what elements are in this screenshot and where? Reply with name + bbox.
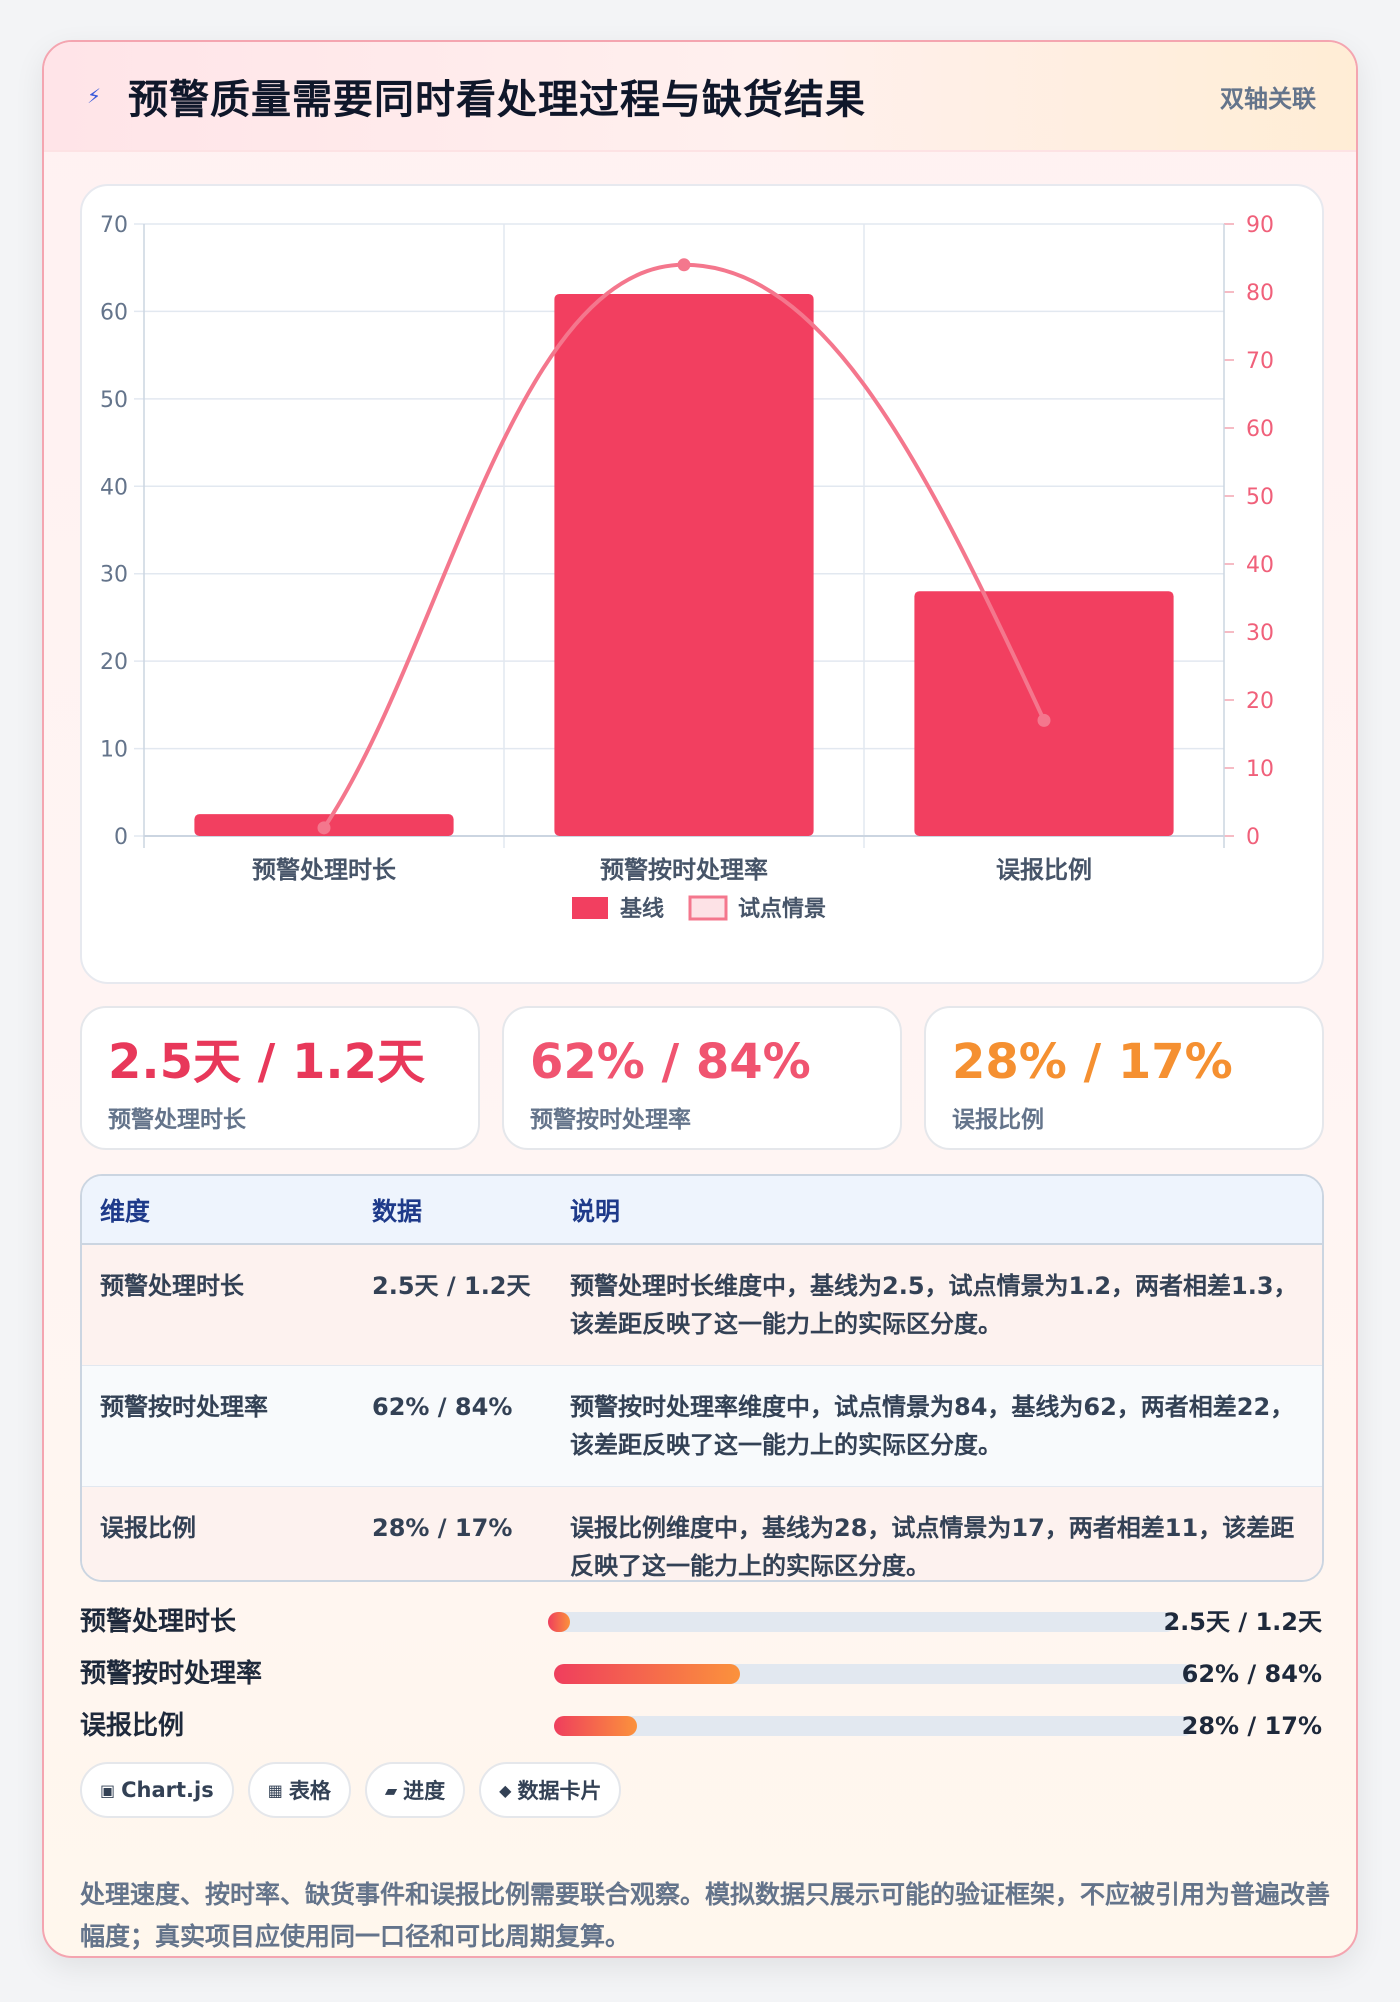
x-tick-label: 预警按时处理率: [600, 856, 768, 884]
report-card: ⚡ 预警质量需要同时看处理过程与缺货结果 双轴关联 0 10 20 30 40 50 60 7…: [42, 40, 1358, 1958]
y-right-tick-label: 70: [1246, 349, 1274, 374]
cell-dimension: 预警处理时长: [82, 1243, 354, 1366]
page-title: 预警质量需要同时看处理过程与缺货结果: [128, 77, 866, 123]
cell-data: 2.5天 / 1.2天: [354, 1243, 552, 1366]
table-icon: ▦: [267, 1780, 283, 1800]
y-right-tick-label: 80: [1246, 281, 1274, 306]
cell-dimension: 预警按时处理率: [82, 1365, 354, 1487]
stat-card-duration: 2.5天 / 1.2天 预警处理时长: [80, 1006, 480, 1150]
y-left-tick-label: 70: [100, 213, 128, 238]
data-table: 维度 数据 说明 预警处理时长 2.5天 / 1.2天 预警处理时长维度中，基线…: [80, 1174, 1324, 1582]
table-header-row: 维度 数据 说明: [82, 1176, 1322, 1245]
table-row: 误报比例 28% / 17% 误报比例维度中，基线为28，试点情景为17，两者相…: [82, 1486, 1322, 1580]
cell-desc: 误报比例维度中，基线为28，试点情景为17，两者相差11，该差距反映了这一能力上…: [552, 1486, 1322, 1580]
tag-data-card[interactable]: ◆ 数据卡片: [479, 1762, 622, 1818]
stat-card-false-alarm: 28% / 17% 误报比例: [924, 1006, 1324, 1150]
tag-label: 表格: [288, 1779, 331, 1803]
bar: [914, 591, 1174, 836]
y-right-tick-label: 30: [1246, 621, 1274, 646]
stat-cards: 2.5天 / 1.2天 预警处理时长 62% / 84% 预警按时处理率 28%…: [80, 1006, 1324, 1150]
stat-value: 2.5天 / 1.2天: [108, 1034, 426, 1090]
lightning-icon: ⚡: [86, 84, 102, 108]
progress-fill: [548, 1612, 570, 1632]
y-left-tick-label: 50: [100, 388, 128, 413]
progress-icon: ▰: [384, 1780, 398, 1800]
tag-table[interactable]: ▦ 表格: [247, 1762, 351, 1818]
stat-label: 误报比例: [952, 1107, 1044, 1133]
progress-row: 预警处理时长 2.5天 / 1.2天: [80, 1602, 1324, 1642]
progress-value: 62% / 84%: [1181, 1660, 1322, 1688]
diamond-icon: ◆: [499, 1780, 512, 1800]
line-point: [317, 821, 331, 835]
cell-data: 28% / 17%: [354, 1486, 552, 1580]
progress-label: 误报比例: [80, 1711, 185, 1741]
stat-value: 62% / 84%: [530, 1034, 811, 1090]
y-right-tick-label: 20: [1246, 689, 1274, 714]
y-right-tick-label: 90: [1246, 213, 1274, 238]
table-row: 预警按时处理率 62% / 84% 预警按时处理率维度中，试点情景为84，基线为…: [82, 1365, 1322, 1487]
line-point: [677, 258, 691, 272]
y-right-tick-label: 40: [1246, 553, 1274, 578]
cell-data: 62% / 84%: [354, 1365, 552, 1487]
progress-track: [554, 1664, 1194, 1684]
progress-row: 预警按时处理率 62% / 84%: [80, 1654, 1324, 1694]
y-right-tick-label: 0: [1246, 825, 1260, 850]
tag-label: 数据卡片: [517, 1779, 602, 1803]
stat-label: 预警按时处理率: [530, 1107, 691, 1133]
progress-track: [548, 1612, 1176, 1632]
tag-progress[interactable]: ▰ 进度: [364, 1762, 466, 1818]
progress-fill: [554, 1664, 740, 1684]
y-left-tick-label: 10: [100, 738, 128, 763]
stat-value: 28% / 17%: [952, 1034, 1233, 1090]
card-header: ⚡ 预警质量需要同时看处理过程与缺货结果 双轴关联: [44, 42, 1356, 152]
y-left-tick-label: 30: [100, 563, 128, 588]
progress-track: [554, 1716, 1194, 1736]
y-right-tick-label: 10: [1246, 757, 1274, 782]
column-header: 维度: [82, 1176, 354, 1245]
column-header: 数据: [354, 1176, 552, 1245]
y-left-tick-label: 0: [114, 825, 128, 850]
progress-label: 预警按时处理率: [80, 1659, 263, 1689]
column-header: 说明: [552, 1176, 1322, 1245]
progress-fill: [554, 1716, 638, 1736]
y-left-tick-label: 60: [100, 300, 128, 325]
legend-swatch-pilot: [688, 895, 728, 921]
progress-label: 预警处理时长: [80, 1607, 237, 1637]
progress-value: 2.5天 / 1.2天: [1163, 1608, 1322, 1636]
cell-dimension: 误报比例: [82, 1486, 354, 1580]
y-left-tick-label: 20: [100, 650, 128, 675]
stat-card-ontime: 62% / 84% 预警按时处理率: [502, 1006, 902, 1150]
tag-chartjs[interactable]: ▣ Chart.js: [80, 1762, 234, 1818]
legend-label-pilot: 试点情景: [738, 896, 826, 922]
chart-panel: 0 10 20 30 40 50 60 70 0 10 20 30 40 50 60 70 80 90 预警处理时长…: [80, 184, 1324, 984]
stat-label: 预警处理时长: [108, 1107, 246, 1133]
line-point: [1037, 713, 1051, 727]
tag-label: Chart.js: [121, 1778, 214, 1802]
x-tick-label: 预警处理时长: [252, 856, 397, 884]
chart-icon: ▣: [100, 1780, 116, 1800]
y-right-tick-label: 60: [1246, 417, 1274, 442]
progress-value: 28% / 17%: [1181, 1712, 1322, 1740]
footnote: 处理速度、按时率、缺货事件和误报比例需要联合观察。模拟数据只展示可能的验证框架，…: [80, 1880, 1331, 1951]
cell-desc: 预警按时处理率维度中，试点情景为84，基线为62，两者相差22，该差距反映了这一…: [552, 1365, 1322, 1487]
y-left-tick-label: 40: [100, 475, 128, 500]
y-right-tick-label: 50: [1246, 485, 1274, 510]
cell-desc: 预警处理时长维度中，基线为2.5，试点情景为1.2，两者相差1.3，该差距反映了…: [552, 1243, 1322, 1366]
legend-label-baseline: 基线: [620, 896, 664, 922]
bar: [554, 293, 814, 836]
tag-list: ▣ Chart.js ▦ 表格 ▰ 进度 ◆ 数据卡片: [80, 1762, 622, 1818]
tag-label: 进度: [403, 1779, 446, 1803]
header-badge: 双轴关联: [1220, 84, 1316, 113]
x-tick-label: 误报比例: [996, 856, 1092, 884]
dual-axis-chart: 0 10 20 30 40 50 60 70 0 10 20 30 40 50 60 70 80 90 预警处理时长…: [100, 213, 1274, 922]
table-row: 预警处理时长 2.5天 / 1.2天 预警处理时长维度中，基线为2.5，试点情景…: [82, 1243, 1322, 1366]
progress-row: 误报比例 28% / 17%: [80, 1706, 1324, 1746]
legend-swatch-baseline: [572, 897, 608, 919]
